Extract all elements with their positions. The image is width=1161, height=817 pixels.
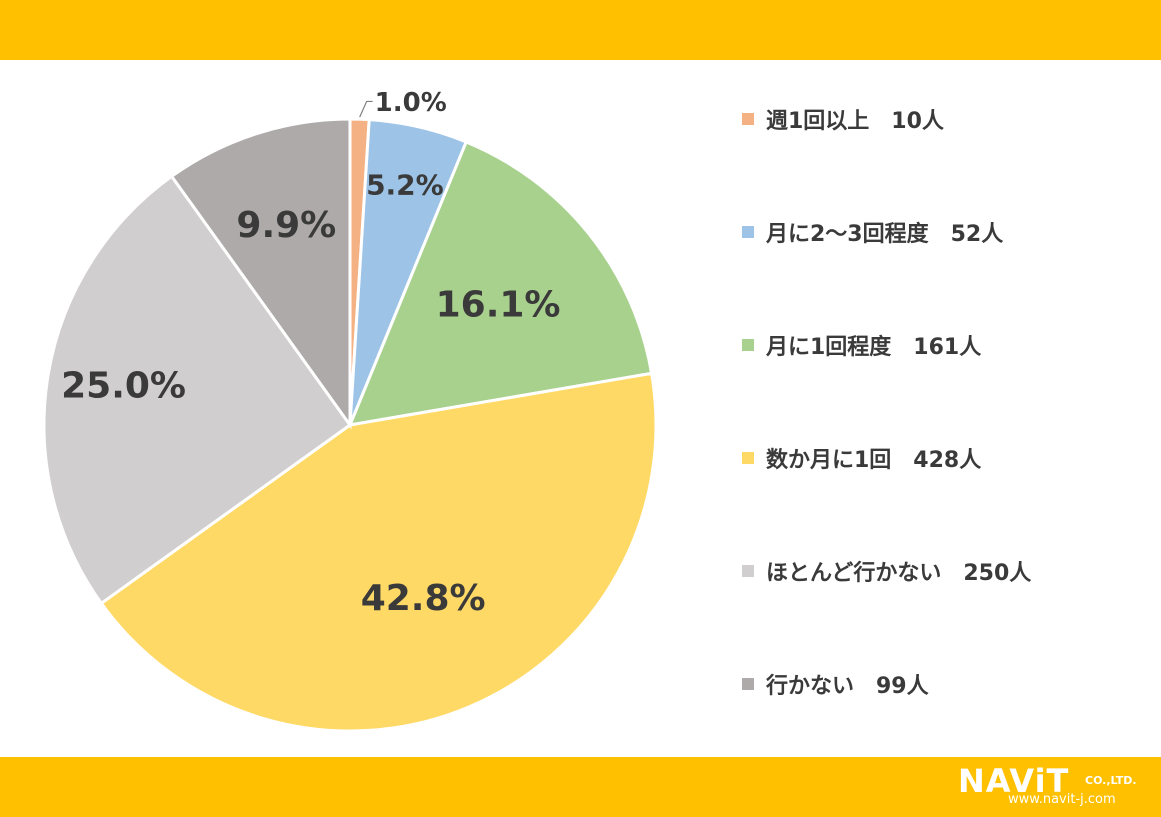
legend-swatch	[742, 678, 754, 690]
legend-swatch	[742, 339, 754, 351]
company-logo: NAViT CO.,LTD. www.navit-j.com	[958, 762, 1154, 812]
legend-item: ほとんど行かない 250人	[742, 552, 1031, 590]
legend-item: 行かない 99人	[742, 665, 1031, 703]
legend-item: 数か月に1回 428人	[742, 439, 1031, 477]
leader-line	[359, 100, 373, 118]
slice-percent-label: 25.0%	[61, 366, 186, 407]
legend-swatch	[742, 565, 754, 577]
legend-label: 月に1回程度 161人	[766, 335, 982, 360]
pie-chart: 1.0% 5.2% 16.1% 42.8% 25.0% 9.9%	[42, 88, 658, 733]
legend-swatch	[742, 113, 754, 125]
pie-slice	[42, 174, 353, 606]
pie-slice	[169, 117, 352, 430]
logo-suffix: CO.,LTD.	[1085, 774, 1137, 787]
legend-label: 月に2～3回程度 52人	[766, 222, 1004, 247]
legend-swatch	[742, 452, 754, 464]
slice-percent-label: 5.2%	[366, 168, 444, 201]
logo-wordmark: NAViT	[958, 762, 1070, 800]
legend-label: 数か月に1回 428人	[766, 448, 982, 473]
legend-item: 週1回以上 10人	[742, 100, 1031, 138]
pie-slice	[347, 139, 654, 427]
legend-swatch	[742, 226, 754, 238]
slice-percent-label: 16.1%	[436, 284, 561, 325]
slice-percent-label: 42.8%	[361, 578, 486, 619]
top-band	[0, 0, 1161, 60]
slice-percent-label: 1.0%	[375, 88, 447, 118]
legend-item: 月に2～3回程度 52人	[742, 213, 1031, 251]
legend-item: 月に1回程度 161人	[742, 326, 1031, 364]
legend-label: ほとんど行かない 250人	[766, 561, 1032, 586]
legend-label: 週1回以上 10人	[766, 109, 944, 134]
logo-url: www.navit-j.com	[1008, 792, 1116, 807]
bottom-band	[0, 757, 1161, 817]
pie-slice	[99, 371, 658, 733]
legend-label: 行かない 99人	[766, 674, 929, 699]
slice-percent-label: 9.9%	[236, 205, 336, 246]
chart-legend: 週1回以上 10人 月に2～3回程度 52人 月に1回程度 161人 数か月に1…	[742, 100, 1031, 703]
